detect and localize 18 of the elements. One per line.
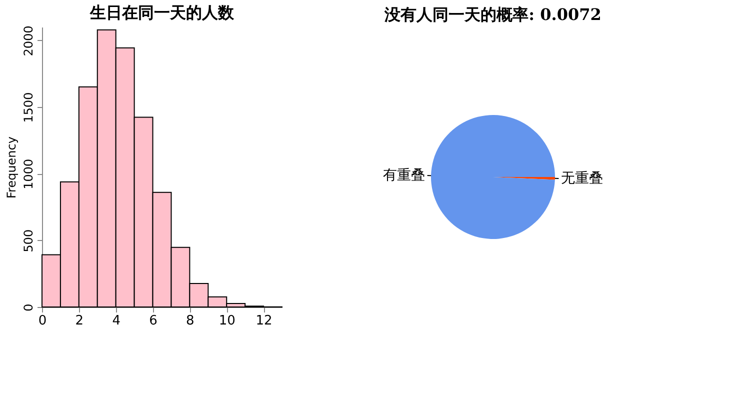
y-tick-label: 1500	[22, 92, 36, 123]
x-tick-label: 8	[186, 314, 194, 328]
x-tick-label: 12	[256, 314, 272, 328]
chart-title: 生日在同一天的人数	[89, 3, 235, 22]
pie-slice	[431, 115, 555, 239]
y-axis-title: Frequency	[4, 136, 18, 198]
y-tick-label: 2000	[22, 26, 36, 56]
x-tick-label: 2	[75, 314, 84, 328]
x-tick-label: 6	[149, 314, 158, 328]
slice-label: 无重叠	[561, 170, 604, 187]
y-tick-label: 1000	[22, 158, 36, 190]
x-tick-label: 10	[218, 314, 236, 328]
x-tick-label: 4	[112, 314, 120, 328]
y-tick-label: 500	[22, 229, 36, 252]
y-tick-label: 0	[22, 304, 36, 312]
chart-title: 没有人同一天的概率: 0.0072	[384, 5, 602, 24]
slice-label: 有重叠	[382, 167, 425, 184]
x-tick-label: 0	[38, 314, 47, 328]
